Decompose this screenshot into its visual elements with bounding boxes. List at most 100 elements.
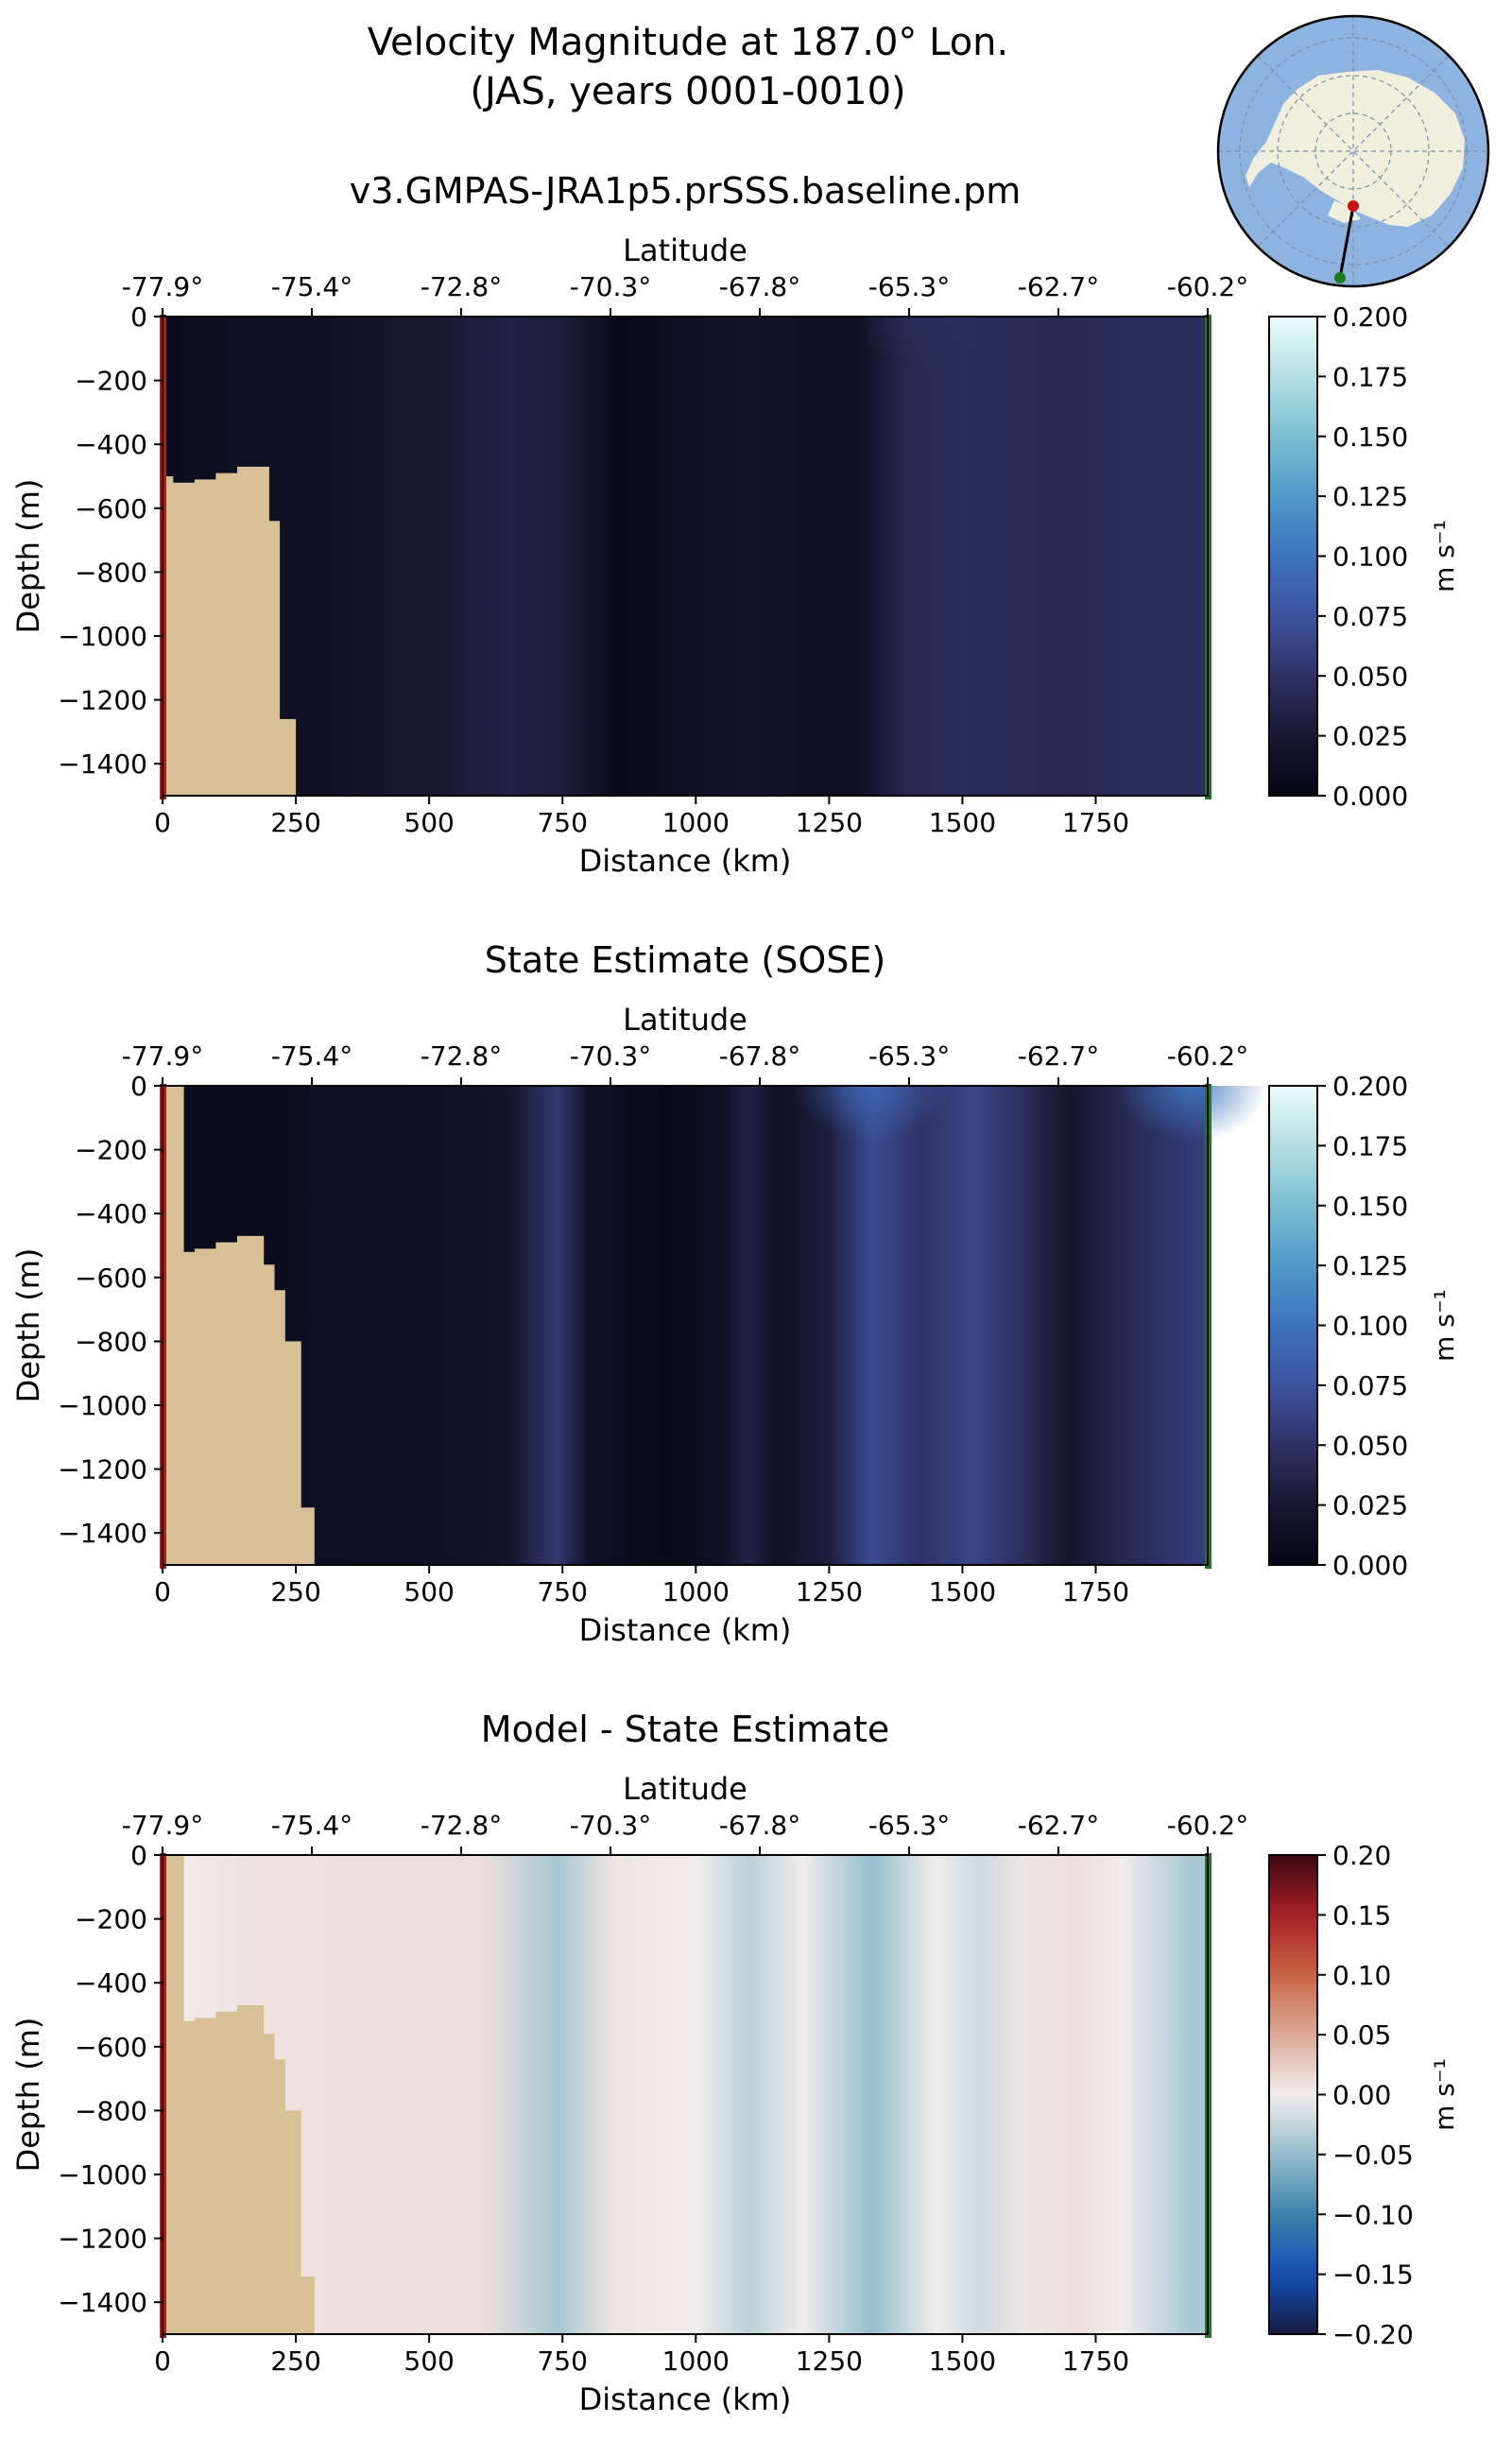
colorbar-tick-label: 0.10 [1332, 1960, 1391, 1991]
figure-title-line1: Velocity Magnitude at 187.0° Lon. [368, 21, 1009, 64]
colorbar-tick-label: 0.100 [1332, 1311, 1408, 1342]
inset-polar-map [1216, 14, 1490, 288]
colorbar-tick-label: 0.150 [1332, 421, 1408, 453]
surface-enhancement [1116, 1086, 1268, 1199]
y-tick-label: −600 [75, 493, 147, 524]
x-tick-label: 1750 [1062, 1576, 1129, 1607]
land-mask [163, 1855, 315, 2334]
y-tick-label: −200 [75, 366, 147, 397]
y-tick-label: 0 [130, 301, 147, 333]
x-tick-label: 250 [270, 1576, 320, 1607]
heatmap-field [163, 317, 1208, 796]
colorbar-tick-label: −0.05 [1332, 2139, 1414, 2171]
figure-title-line2: (JAS, years 0001-0010) [470, 70, 905, 113]
y-tick-label: −400 [75, 429, 147, 460]
y-tick-label: −400 [75, 1967, 147, 1999]
panel-2: State Estimate (SOSE) Latitude 0 250 500 750 1… [10, 939, 1460, 1648]
y-tick-label: −200 [75, 1135, 147, 1166]
lat-tick-label: -67.8° [719, 271, 800, 302]
x-tick-label: 750 [537, 807, 587, 838]
y-tick-label: −1000 [58, 621, 147, 652]
lat-tick-label: -65.3° [868, 271, 950, 302]
lat-tick-label: -62.7° [1018, 1810, 1099, 1841]
x-tick-label: 1000 [662, 807, 730, 838]
y-tick-label: −1000 [58, 1390, 147, 1421]
colorbar [1268, 1854, 1318, 2335]
y-tick-label: −600 [75, 2032, 147, 2063]
colorbar-tick-label: 0.05 [1332, 2019, 1391, 2051]
colorbar-tick-label: 0.175 [1332, 361, 1408, 392]
axes-frame [162, 316, 1209, 797]
x-axis-label: Distance (km) [579, 2381, 792, 2417]
axes-frame [162, 1854, 1209, 2335]
axes-frame [162, 1085, 1209, 1566]
y-tick-label: −800 [75, 1326, 147, 1357]
inset-transect-start [1348, 200, 1359, 212]
x-tick-label: 0 [154, 2345, 171, 2377]
x-tick-label: 1750 [1062, 2345, 1129, 2377]
colorbar-tick-label: 0.075 [1332, 601, 1408, 632]
heatmap-field [163, 1855, 1208, 2334]
x-tick-label: 750 [537, 1576, 587, 1607]
y-tick-label: −1200 [58, 2224, 147, 2255]
y-axis-label: Depth (m) [10, 2018, 46, 2173]
lat-tick-label: -75.4° [271, 1040, 352, 1072]
lat-tick-label: -77.9° [122, 1040, 203, 1072]
colorbar-tick-label: −0.15 [1332, 2259, 1414, 2291]
lat-tick-label: -70.3° [570, 1040, 651, 1072]
colorbar-tick-label: 0.15 [1332, 1899, 1391, 1931]
colorbar-tick-label: −0.20 [1332, 2319, 1414, 2350]
colorbar-tick-label: 0.200 [1332, 301, 1408, 333]
y-tick-label: −200 [75, 1904, 147, 1935]
colorbar-tick-label: 0.050 [1332, 1430, 1408, 1461]
colorbar-tick-label: 0.000 [1332, 1550, 1408, 1581]
y-tick-label: −600 [75, 1263, 147, 1294]
lat-tick-label: -62.7° [1018, 1040, 1099, 1072]
lat-tick-label: -75.4° [271, 1810, 352, 1841]
lat-tick-label: -70.3° [570, 271, 651, 302]
inset-transect-line [1338, 205, 1355, 279]
x-tick-label: 1500 [929, 1576, 996, 1607]
land-mask [163, 1086, 315, 1565]
x-tick-label: 500 [404, 1576, 454, 1607]
colorbar-tick-label: 0.125 [1332, 1250, 1408, 1281]
colorbar-tick-label: 0.20 [1332, 1840, 1391, 1871]
latitude-axis-label: Latitude [623, 1771, 747, 1807]
colorbar [1268, 1085, 1318, 1566]
colorbar-tick-label: 0.025 [1332, 721, 1408, 752]
lat-tick-label: -65.3° [868, 1040, 950, 1072]
colorbar-tick-label: 0.175 [1332, 1130, 1408, 1161]
y-axis-label: Depth (m) [10, 1248, 46, 1403]
heatmap-field [163, 1086, 1208, 1565]
inset-graticule [1218, 16, 1488, 286]
colorbar-tick-label: 0.150 [1332, 1191, 1408, 1222]
inset-transect-end [1334, 272, 1346, 284]
y-tick-label: −1200 [58, 1454, 147, 1486]
x-tick-label: 500 [404, 807, 454, 838]
colorbar [1268, 316, 1318, 797]
surface-enhancement [796, 1086, 948, 1199]
colorbar-tick-label: −0.10 [1332, 2199, 1414, 2230]
latitude-axis-label: Latitude [623, 1002, 747, 1038]
panel-1: v3.GMPAS-JRA1p5.prSSS.baseline.pm Latitud… [10, 170, 1460, 879]
y-tick-label: −1400 [58, 748, 147, 780]
lat-tick-label: -77.9° [122, 271, 203, 302]
x-tick-label: 1250 [796, 2345, 863, 2377]
x-tick-label: 1250 [796, 807, 863, 838]
colorbar-label: m s⁻¹ [1429, 1289, 1460, 1362]
lat-tick-label: -70.3° [570, 1810, 651, 1841]
latitude-axis-label: Latitude [623, 232, 747, 268]
colorbar-tick-label: 0.000 [1332, 781, 1408, 812]
x-tick-label: 250 [270, 807, 320, 838]
x-tick-label: 1000 [662, 2345, 730, 2377]
x-axis-label: Distance (km) [579, 1612, 792, 1648]
colorbar-label: m s⁻¹ [1429, 2058, 1460, 2131]
y-tick-label: −800 [75, 557, 147, 588]
colorbar-tick-label: 0.100 [1332, 541, 1408, 573]
x-axis-label: Distance (km) [579, 843, 792, 879]
lat-tick-label: -60.2° [1167, 1040, 1248, 1072]
lat-tick-label: -65.3° [868, 1810, 950, 1841]
y-tick-label: −800 [75, 2095, 147, 2126]
surface-enhancement [860, 317, 1012, 430]
y-tick-label: 0 [130, 1071, 147, 1102]
